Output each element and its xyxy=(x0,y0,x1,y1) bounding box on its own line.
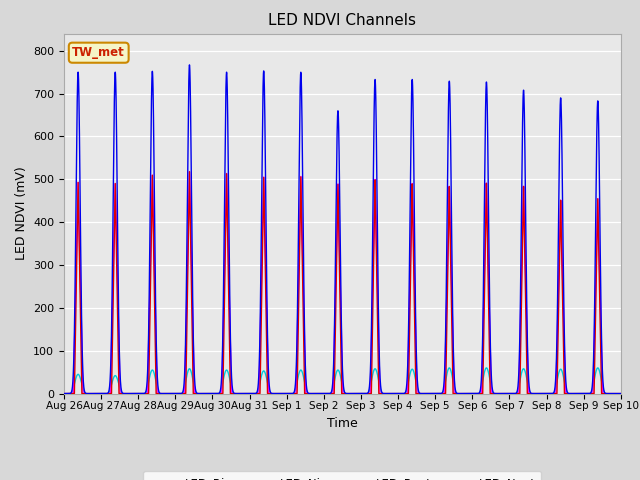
Legend: LED_Rin, LED_Nin, LED_Rout, LED_Nout: LED_Rin, LED_Nin, LED_Rout, LED_Nout xyxy=(143,471,541,480)
Y-axis label: LED NDVI (mV): LED NDVI (mV) xyxy=(15,167,28,261)
Title: LED NDVI Channels: LED NDVI Channels xyxy=(268,13,417,28)
X-axis label: Time: Time xyxy=(327,417,358,430)
Text: TW_met: TW_met xyxy=(72,46,125,59)
